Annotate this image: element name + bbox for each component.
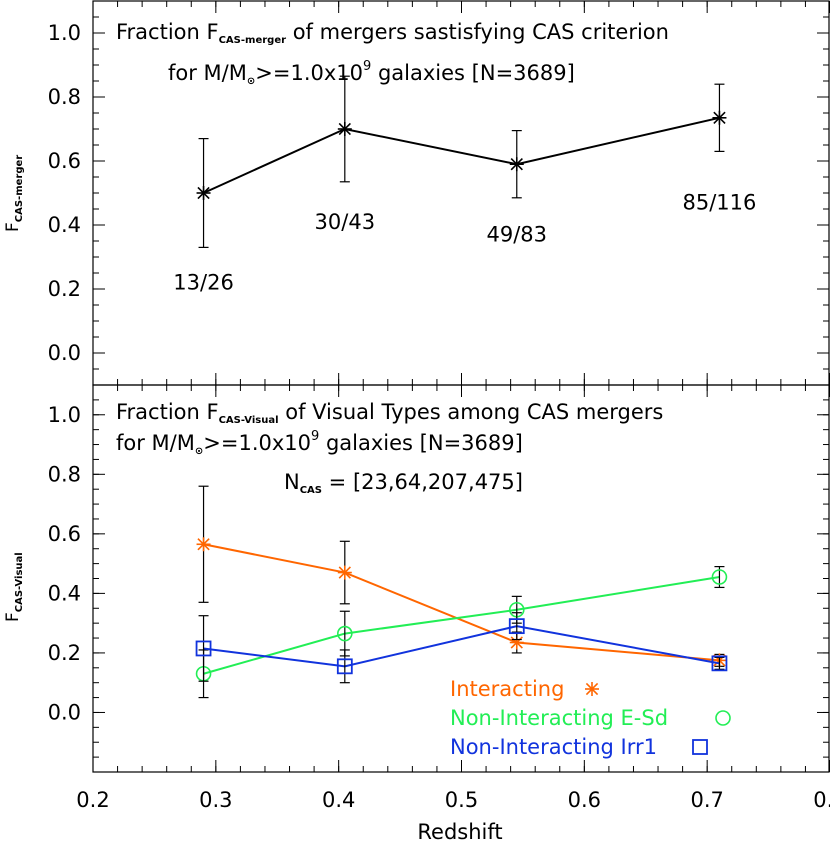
bottom-series-interacting-point — [509, 635, 524, 650]
bottom-series-interacting-line — [203, 543, 720, 662]
top-ytick-label: 0.2 — [48, 277, 81, 301]
top-point-label: 13/26 — [173, 271, 234, 295]
top-point-label: 30/43 — [315, 210, 376, 234]
bottom-series-non-interacting-irr1-point — [508, 618, 525, 635]
xtick-label: 0.4 — [322, 788, 355, 812]
xtick-label: 0.3 — [199, 788, 232, 812]
bottom-series-interacting-point-d2 — [197, 538, 210, 551]
top-ytick-label: 0.6 — [48, 149, 81, 173]
bottom-series-non-interacting-irr1-point — [711, 655, 728, 672]
xtick-label: 0.6 — [568, 788, 601, 812]
bottom-ytick-label: 1.0 — [48, 403, 81, 427]
top-series-0-line — [203, 116, 720, 194]
xtick-label: 0.7 — [690, 788, 723, 812]
top-series-0-point — [712, 110, 727, 125]
bottom-ylabel: FCAS-Visual — [3, 552, 25, 622]
top-point-label: 49/83 — [487, 223, 548, 247]
bottom-series-non-interacting-irr1-line — [203, 625, 720, 668]
bottom-ytick-label: 0.8 — [48, 462, 81, 486]
top-panel-axes: 0.0 0.2 0.4 0.6 0.8 1.0 — [48, 1, 830, 385]
top-point-label: 85/116 — [683, 191, 757, 215]
legend-marker-d2 — [585, 682, 599, 696]
top-panel-data: 13/26 30/43 49/83 85/116 — [173, 75, 757, 295]
top-panel: 0.0 0.2 0.4 0.6 0.8 1.0 Fraction FCAS-merger … — [3, 0, 830, 386]
top-subtitle: for M/M⊙>=1.0x109 galaxies [N=3689] — [168, 59, 575, 87]
top-series-0-point-d2 — [510, 158, 523, 171]
bottom-series-non-interacting-irr1-point — [336, 658, 353, 675]
legend-label: Non-Interacting E-Sd — [450, 706, 668, 730]
bottom-series-non-interacting-e-sd-point — [337, 625, 353, 642]
bottom-series-non-interacting-e-sd-line — [203, 576, 720, 675]
legend-label: Interacting — [450, 677, 564, 701]
bottom-title: Fraction FCAS-Visual of Visual Types amo… — [116, 400, 663, 426]
bottom-ytick-label: 0.2 — [48, 641, 81, 665]
top-series-0-point — [509, 157, 524, 172]
top-ytick-label: 1.0 — [48, 21, 81, 45]
bottom-series-interacting-point-d2 — [338, 566, 351, 579]
legend-marker — [585, 682, 599, 696]
bottom-series-interacting-point — [196, 537, 211, 552]
top-title: Fraction FCAS-merger of mergers sastisfy… — [116, 20, 669, 46]
top-ylabel: FCAS-merger — [3, 155, 25, 232]
bottom-panel-data — [195, 485, 728, 699]
legend: Interacting Non-Interacting E-Sd Non-Inter… — [450, 677, 731, 759]
x-axis-label: Redshift — [417, 820, 502, 844]
top-ytick-label: 0.8 — [48, 85, 81, 109]
top-series-0-point-d2 — [338, 122, 351, 136]
top-series-0-point — [337, 122, 352, 136]
legend-marker — [715, 710, 731, 726]
bottom-series-interacting-point-d2 — [510, 636, 523, 649]
bottom-series-non-interacting-irr1-point — [195, 640, 212, 657]
top-ytick-label: 0.0 — [48, 341, 81, 365]
bottom-ytick-label: 0.6 — [48, 522, 81, 546]
top-series-0-point-d2 — [713, 111, 726, 124]
xtick-label: 0.2 — [76, 788, 109, 812]
top-ytick-label: 0.4 — [48, 213, 81, 237]
bottom-panel: 0.00.20.40.60.81.00.20.30.40.50.60.70.8 … — [3, 384, 830, 812]
legend-label: Non-Interacting Irr1 — [450, 735, 657, 759]
bottom-series-interacting-point — [337, 565, 352, 580]
top-series-0-point-d2 — [197, 186, 210, 200]
bottom-subtitle: for M/M⊙>=1.0x109 galaxies [N=3689] — [116, 429, 523, 457]
bottom-panel-axes: 0.0 0.2 0.4 0.6 0.8 1.0 0.2 0.3 0.4 0.5 0.6 0.7 0.8 — [48, 385, 830, 812]
ncas-annotation: NCAS = [23,64,207,475] — [284, 470, 523, 496]
xtick-label: 0.8 — [813, 788, 830, 812]
bottom-series-non-interacting-e-sd-point — [711, 569, 728, 585]
legend-marker — [692, 739, 708, 755]
top-series-0-point — [196, 186, 211, 200]
xtick-label: 0.5 — [445, 788, 478, 812]
bottom-ytick-label: 0.0 — [48, 700, 81, 724]
bottom-ytick-label: 0.4 — [48, 581, 81, 605]
